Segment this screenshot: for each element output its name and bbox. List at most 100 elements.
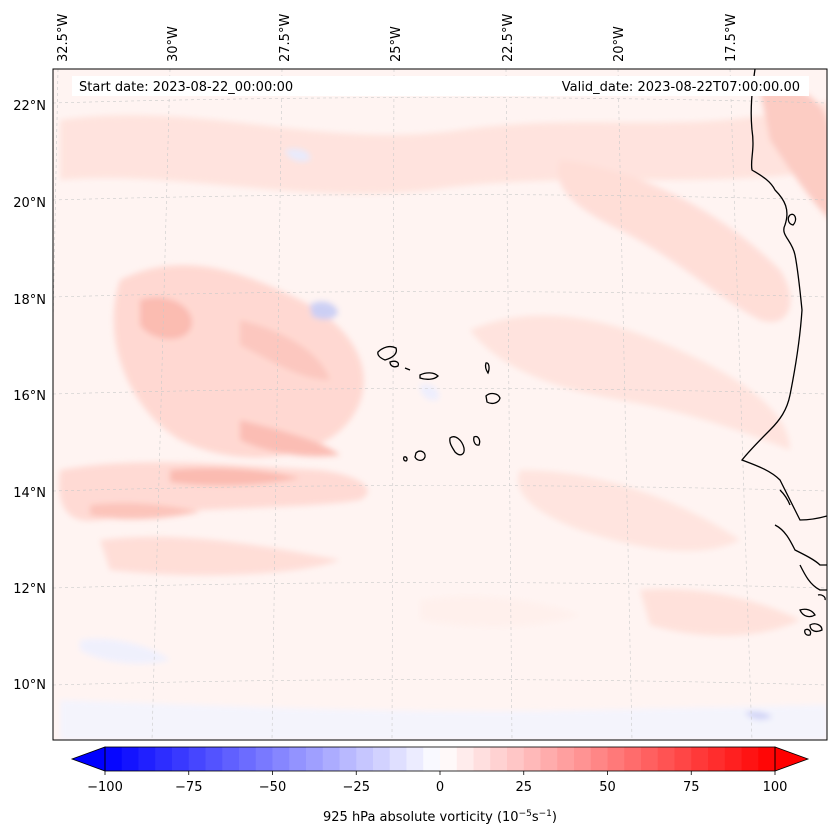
colorbar-ticks: −100 −75 −50 −25 0 25 50 75 100 bbox=[87, 771, 787, 795]
start-date-label: Start date: 2023-08-22_00:00:00 bbox=[79, 80, 293, 95]
parallel-line bbox=[53, 291, 827, 298]
island-brava bbox=[402, 456, 408, 462]
colorbar-segment bbox=[205, 747, 223, 771]
colorbar-segment bbox=[289, 747, 307, 771]
colorbar-segment bbox=[322, 747, 340, 771]
negative-vorticity-patch bbox=[310, 301, 338, 320]
vorticity-band bbox=[420, 595, 580, 627]
island-sao-vicente bbox=[389, 360, 400, 368]
longitude-label: 20°W bbox=[612, 26, 627, 62]
colorbar-tick-label: 0 bbox=[436, 780, 444, 795]
island-santa-luzia bbox=[404, 367, 411, 371]
colorbar-segment bbox=[540, 747, 558, 771]
vorticity-band bbox=[558, 160, 791, 322]
map-panel: Start date: 2023-08-22_00:00:00 Valid_da… bbox=[52, 68, 828, 741]
colorbar-segment bbox=[239, 747, 257, 771]
longitude-labels: 32.5°W 30°W 27.5°W 25°W 22.5°W 20°W 17.5… bbox=[56, 14, 739, 62]
colorbar-tick-label: −25 bbox=[343, 780, 370, 795]
colorbar-segment bbox=[339, 747, 357, 771]
latitude-labels: 22°N 20°N 18°N 16°N 14°N 12°N 10°N bbox=[13, 99, 46, 693]
bissagos-islands bbox=[787, 213, 797, 226]
island-boa-vista bbox=[485, 392, 501, 405]
parallel-line bbox=[53, 582, 827, 589]
colorbar-segment bbox=[138, 747, 156, 771]
colorbar-segment bbox=[255, 747, 273, 771]
island-sao-nicolau bbox=[419, 372, 439, 380]
coastlines bbox=[740, 69, 827, 636]
latitude-label: 14°N bbox=[13, 486, 46, 501]
colorbar-title: 925 hPa absolute vorticity (10−5s−1) bbox=[323, 809, 557, 825]
vorticity-band bbox=[100, 536, 340, 576]
vorticity-band bbox=[640, 589, 800, 636]
vorticity-field bbox=[59, 87, 827, 740]
africa-coastline bbox=[799, 564, 827, 591]
bissagos-islands bbox=[804, 628, 812, 636]
negative-vorticity-patch bbox=[745, 711, 772, 720]
valid-date-label: Valid_date: 2023-08-22T07:00:00.00 bbox=[562, 80, 800, 95]
colorbar-segment bbox=[708, 747, 726, 771]
vorticity-band bbox=[518, 470, 740, 551]
colorbar-segment bbox=[306, 747, 324, 771]
colorbar-segment bbox=[674, 747, 692, 771]
bissagos-islands bbox=[817, 594, 826, 601]
colorbar-segment bbox=[590, 747, 608, 771]
colorbar-segment bbox=[188, 747, 206, 771]
colorbar-min-extension bbox=[70, 746, 106, 772]
africa-coastline bbox=[779, 489, 791, 506]
longitude-label: 30°W bbox=[166, 26, 181, 62]
longitude-label: 32.5°W bbox=[56, 14, 71, 62]
vorticity-band bbox=[760, 87, 827, 217]
longitude-label: 25°W bbox=[389, 26, 404, 62]
latitude-label: 10°N bbox=[13, 678, 46, 693]
vorticity-band bbox=[240, 320, 330, 380]
colorbar-segment bbox=[490, 747, 508, 771]
colorbar-segment bbox=[557, 747, 575, 771]
parallel-line bbox=[53, 194, 827, 201]
island-santiago bbox=[449, 436, 465, 456]
parallel-line bbox=[53, 485, 827, 492]
colorbar-segment bbox=[456, 747, 474, 771]
cape-verde-islands bbox=[377, 345, 501, 462]
colorbar-segment bbox=[356, 747, 374, 771]
colorbar-segment bbox=[121, 747, 139, 771]
colorbar-tick-label: 100 bbox=[763, 780, 788, 795]
colorbar-segment bbox=[389, 747, 407, 771]
colorbar-segment bbox=[172, 747, 190, 771]
colorbar-segment bbox=[624, 747, 642, 771]
colorbar-segment bbox=[741, 747, 759, 771]
colorbar-segment bbox=[724, 747, 742, 771]
colorbar-tick-label: −75 bbox=[175, 780, 202, 795]
colorbar-tick-label: −50 bbox=[259, 780, 286, 795]
parallel-line bbox=[53, 679, 827, 686]
meridian-line bbox=[151, 69, 171, 740]
colorbar-segment bbox=[758, 747, 776, 771]
negative-vorticity-patch bbox=[420, 384, 439, 401]
latitude-label: 18°N bbox=[13, 293, 46, 308]
map-frame bbox=[52, 68, 828, 741]
colorbar-tick-label: 75 bbox=[683, 780, 700, 795]
colorbar-segment bbox=[272, 747, 290, 771]
bissagos-islands bbox=[799, 608, 816, 618]
meridian-line bbox=[505, 69, 513, 740]
colorbar-segment bbox=[607, 747, 625, 771]
vorticity-band bbox=[470, 315, 790, 450]
colorbar-segment bbox=[657, 747, 675, 771]
colorbar-segment bbox=[523, 747, 541, 771]
colorbar-segment bbox=[155, 747, 173, 771]
colorbar-segment bbox=[406, 747, 424, 771]
negative-vorticity-patch bbox=[80, 638, 170, 664]
africa-coastline bbox=[740, 69, 827, 521]
negative-vorticity-patch bbox=[285, 148, 311, 162]
vorticity-band bbox=[170, 467, 300, 486]
meridian-line bbox=[729, 69, 753, 740]
colorbar-tick-label: 25 bbox=[515, 780, 532, 795]
colorbar-segment bbox=[105, 747, 123, 771]
colorbar-segment bbox=[641, 747, 659, 771]
bissagos-islands bbox=[809, 623, 823, 632]
vorticity-band bbox=[240, 420, 340, 457]
parallel-line bbox=[53, 97, 827, 104]
vorticity-band bbox=[140, 297, 192, 340]
vorticity-band bbox=[60, 100, 827, 194]
colorbar-segments bbox=[105, 747, 776, 771]
